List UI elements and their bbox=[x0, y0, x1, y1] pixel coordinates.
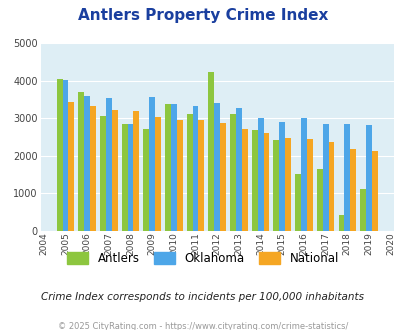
Text: © 2025 CityRating.com - https://www.cityrating.com/crime-statistics/: © 2025 CityRating.com - https://www.city… bbox=[58, 322, 347, 330]
Bar bbox=[241, 129, 247, 231]
Bar bbox=[111, 110, 117, 231]
Bar bbox=[133, 111, 139, 231]
Bar bbox=[294, 174, 300, 231]
Bar bbox=[84, 96, 90, 231]
Bar bbox=[300, 118, 306, 231]
Bar bbox=[100, 116, 106, 231]
Bar bbox=[273, 140, 279, 231]
Bar bbox=[316, 169, 322, 231]
Bar bbox=[284, 138, 290, 231]
Bar bbox=[214, 103, 220, 231]
Bar bbox=[350, 148, 355, 231]
Bar bbox=[192, 107, 198, 231]
Bar bbox=[371, 151, 377, 231]
Bar bbox=[257, 118, 263, 231]
Bar bbox=[78, 92, 84, 231]
Bar bbox=[68, 102, 74, 231]
Bar bbox=[263, 133, 269, 231]
Bar bbox=[106, 98, 111, 231]
Bar bbox=[306, 139, 312, 231]
Bar bbox=[62, 80, 68, 231]
Bar bbox=[230, 115, 235, 231]
Bar bbox=[155, 117, 160, 231]
Bar bbox=[127, 124, 133, 231]
Bar bbox=[338, 215, 343, 231]
Bar bbox=[359, 189, 365, 231]
Bar bbox=[122, 124, 127, 231]
Text: Antlers Property Crime Index: Antlers Property Crime Index bbox=[78, 8, 327, 23]
Bar bbox=[208, 72, 214, 231]
Text: Crime Index corresponds to incidents per 100,000 inhabitants: Crime Index corresponds to incidents per… bbox=[41, 292, 364, 302]
Bar bbox=[149, 97, 155, 231]
Bar bbox=[186, 115, 192, 231]
Bar bbox=[235, 108, 241, 231]
Bar bbox=[143, 129, 149, 231]
Bar bbox=[90, 106, 96, 231]
Bar bbox=[343, 124, 350, 231]
Bar bbox=[57, 79, 62, 231]
Bar bbox=[171, 104, 176, 231]
Bar bbox=[279, 121, 284, 231]
Bar bbox=[322, 124, 328, 231]
Bar bbox=[165, 104, 171, 231]
Bar bbox=[176, 120, 182, 231]
Bar bbox=[365, 124, 371, 231]
Bar bbox=[198, 120, 204, 231]
Bar bbox=[220, 123, 226, 231]
Bar bbox=[328, 142, 334, 231]
Bar bbox=[251, 130, 257, 231]
Legend: Antlers, Oklahoma, National: Antlers, Oklahoma, National bbox=[62, 247, 343, 270]
